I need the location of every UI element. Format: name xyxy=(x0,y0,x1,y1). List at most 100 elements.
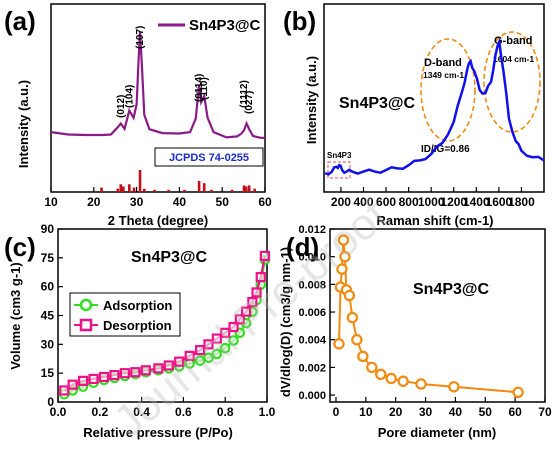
panel-c-des-point-23 xyxy=(259,250,271,262)
panel-b-d-band-ellipse xyxy=(420,38,476,142)
panel-d-pore-point-12 xyxy=(385,372,397,385)
panel-b-frame xyxy=(323,3,545,193)
panel-c-des-point-12 xyxy=(184,350,195,361)
panel-b-xtick-label-0: 200 xyxy=(331,195,351,209)
panel-d-pore-point-14 xyxy=(415,378,427,390)
panel-a-peak-label-5: (1112) xyxy=(239,80,250,108)
panel-c-des-point-2 xyxy=(77,375,89,386)
panel-d-pore-point-3 xyxy=(337,234,350,246)
panel-a-ref-bar-7 xyxy=(143,188,146,192)
panel-c-des-point-19 xyxy=(241,306,252,317)
panel-c-des-point-11 xyxy=(174,356,185,367)
panel-d-xtick-label-7: 70 xyxy=(538,405,552,419)
panel-c-des-point-16 xyxy=(220,327,231,338)
panel-b-xtick-label-7: 1600 xyxy=(486,195,513,209)
panel-b-g-band-pos: 1604 cm-1 xyxy=(493,54,534,64)
panel-d-ytick-label-4: 0.008 xyxy=(298,279,326,291)
panel-d-sample-text: Sn4P3@C xyxy=(413,281,490,298)
panel-c-des-point-8 xyxy=(140,365,151,376)
panel-d-xtick-label-3: 30 xyxy=(419,405,433,419)
panel-d-pore-point-16 xyxy=(512,386,524,399)
panel-d-xticks: 0 10 20 30 40 50 60 70 xyxy=(333,397,552,419)
panel-a-ref-bar-2 xyxy=(119,184,123,192)
panel-a-xtick-label-4: 50 xyxy=(216,195,230,209)
panel-c-ytick-label-1: 15 xyxy=(41,366,55,380)
panel-d-ytick-label-6: 0.012 xyxy=(298,224,326,236)
panel-c-ads-point-14 xyxy=(203,352,214,364)
panel-a-xtick-label-5: 60 xyxy=(258,195,272,209)
panel-c-des-point-13 xyxy=(195,345,206,356)
panel-b-d-band-pos: 1349 cm-1 xyxy=(423,70,464,80)
panel-d-xtick-label-0: 0 xyxy=(333,405,340,419)
panel-d-pore-point-6 xyxy=(343,289,356,302)
panel-a-xrd-curve xyxy=(50,31,265,139)
panel-c-legend-des-label: Desorption xyxy=(103,318,172,333)
panel-c-yticks: 0 15 30 45 60 75 90 xyxy=(41,222,63,409)
panel-b-sn4p3-label: Sn4P3 xyxy=(327,151,352,160)
panel-b-g-band-ellipse xyxy=(483,31,541,133)
panel-a-xtick-label-1: 20 xyxy=(87,195,101,209)
panel-a-reference-bars xyxy=(100,170,257,192)
panel-d-ytick-label-2: 0.004 xyxy=(298,335,326,347)
panel-c-xtick-label-3: 0.6 xyxy=(175,405,192,419)
panel-c-des-point-3 xyxy=(88,373,99,385)
panel-a-legend-label: Sn4P3@C xyxy=(189,17,260,34)
panel-a-ref-label: JCPDS 74-0255 xyxy=(169,152,249,164)
panel-b: (b) Intensity (a.u.) Raman shift (cm-1) … xyxy=(283,3,545,228)
panel-c-des-point-17 xyxy=(228,321,239,333)
panel-c-ytick-label-5: 75 xyxy=(41,251,55,265)
panel-d-ytick-label-5: 0.010 xyxy=(298,252,326,264)
panel-b-ratio: ID/IG=0.86 xyxy=(421,144,470,155)
panel-b-xtick-label-1: 400 xyxy=(353,195,373,209)
panel-a-ref-bar-13 xyxy=(210,189,213,192)
panel-d-pore-point-10 xyxy=(366,361,378,374)
panel-d-pore-point-7 xyxy=(346,311,359,324)
panel-a-peak-label-2: (107) xyxy=(135,26,146,49)
panel-a: (a) Intensity (a.u.) 2 Theta (degree) 10… xyxy=(4,3,272,228)
panel-a-ref-bar-9 xyxy=(167,189,170,192)
panel-d-pore-series xyxy=(333,234,524,399)
panel-c-ytick-label-2: 30 xyxy=(41,337,55,351)
panel-b-sample-text: Sn4P3@C xyxy=(339,95,416,112)
panel-b-xtick-label-2: 600 xyxy=(376,195,396,209)
panel-a-peak-label-0: (012) xyxy=(116,95,127,118)
panel-c-des-point-6 xyxy=(119,368,130,379)
panel-b-xtick-label-6: 1400 xyxy=(463,195,490,209)
panel-b-xtick-label-4: 1000 xyxy=(418,195,445,209)
panel-a-peak-label-4: (110) xyxy=(199,77,210,100)
panel-a-ref-bar-6 xyxy=(138,170,142,192)
panel-d-ylabel: dV/dlog(D) (cm3/g nm-1) xyxy=(278,247,293,397)
panel-c-des-point-0 xyxy=(59,385,70,396)
panel-c-xticks: 0.0 0.2 0.4 0.6 0.8 1.0 xyxy=(50,397,276,419)
panel-c-des-point-5 xyxy=(109,369,120,381)
panel-a-xtick-label-2: 30 xyxy=(130,195,144,209)
panel-d-pore-point-2 xyxy=(336,263,348,275)
panel-c-legend-ads-label: Adsorption xyxy=(103,298,172,313)
panel-a-label: (a) xyxy=(4,6,36,36)
panel-a-xlabel: 2 Theta (degree) xyxy=(108,213,208,228)
panel-a-peak-label-3: (0114) xyxy=(194,74,205,102)
panel-c-ylabel: Volume (cm3 g-1) xyxy=(8,262,23,369)
panel-c-des-point-18 xyxy=(234,314,245,325)
panel-c-legend-ads-marker xyxy=(79,298,93,312)
panel-a-ref-bar-12 xyxy=(202,183,206,192)
panel-c-des-point-1 xyxy=(67,379,78,390)
panel-a-ref-bar-18 xyxy=(253,188,257,192)
panel-b-g-band-label: G-band xyxy=(494,35,533,47)
panel-c-ytick-label-6: 90 xyxy=(41,222,55,236)
panel-c-des-point-22 xyxy=(255,271,266,283)
panel-a-peak-label-6: (027) xyxy=(244,91,255,114)
panel-a-xtick-label-0: 10 xyxy=(44,195,58,209)
panel-a-ref-bar-4 xyxy=(128,184,131,192)
panel-a-xticks: 10 20 30 40 50 60 xyxy=(44,187,272,209)
panel-a-ref-bar-5 xyxy=(132,187,136,192)
panel-d-pore-point-9 xyxy=(357,350,369,363)
panel-a-ref-bar-3 xyxy=(122,186,125,192)
panel-b-label: (b) xyxy=(283,6,316,36)
panel-c-xlabel: Relative pressure (P/Po) xyxy=(83,425,233,440)
panel-c-xtick-label-1: 0.2 xyxy=(91,405,108,419)
panel-a-ref-bar-15 xyxy=(242,185,246,192)
panel-b-d-band-label: D-band xyxy=(424,57,462,69)
